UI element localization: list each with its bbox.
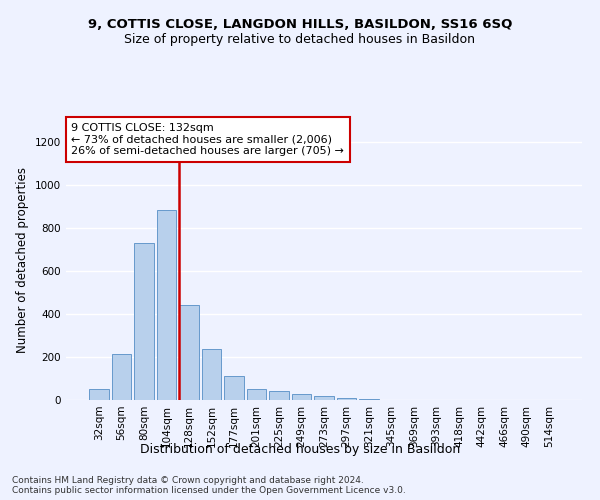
Bar bbox=[157, 210, 176, 400]
Bar bbox=[202, 350, 221, 400]
Bar bbox=[112, 354, 131, 400]
Y-axis label: Number of detached properties: Number of detached properties bbox=[16, 167, 29, 353]
Bar bbox=[247, 389, 266, 400]
Text: 9, COTTIS CLOSE, LANGDON HILLS, BASILDON, SS16 6SQ: 9, COTTIS CLOSE, LANGDON HILLS, BASILDON… bbox=[88, 18, 512, 30]
Bar bbox=[269, 392, 289, 400]
Bar bbox=[224, 376, 244, 400]
Bar bbox=[134, 243, 154, 400]
Text: Distribution of detached houses by size in Basildon: Distribution of detached houses by size … bbox=[140, 442, 460, 456]
Bar bbox=[314, 396, 334, 400]
Bar bbox=[89, 389, 109, 400]
Bar bbox=[359, 399, 379, 400]
Bar bbox=[179, 305, 199, 400]
Text: 9 COTTIS CLOSE: 132sqm
← 73% of detached houses are smaller (2,006)
26% of semi-: 9 COTTIS CLOSE: 132sqm ← 73% of detached… bbox=[71, 123, 344, 156]
Bar bbox=[292, 394, 311, 400]
Text: Contains HM Land Registry data © Crown copyright and database right 2024.
Contai: Contains HM Land Registry data © Crown c… bbox=[12, 476, 406, 495]
Text: Size of property relative to detached houses in Basildon: Size of property relative to detached ho… bbox=[125, 32, 476, 46]
Bar bbox=[337, 398, 356, 400]
